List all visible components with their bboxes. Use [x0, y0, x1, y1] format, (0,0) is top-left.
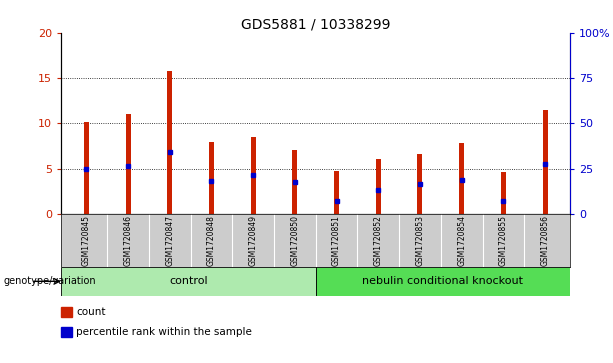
- Text: GSM1720850: GSM1720850: [291, 215, 299, 266]
- Text: nebulin conditional knockout: nebulin conditional knockout: [362, 276, 524, 286]
- Bar: [209, 143, 214, 214]
- Text: count: count: [76, 307, 105, 317]
- Text: GSM1720854: GSM1720854: [457, 215, 466, 266]
- Bar: [61, 267, 316, 296]
- Text: percentile rank within the sample: percentile rank within the sample: [76, 327, 252, 337]
- Bar: [251, 137, 256, 214]
- Bar: [167, 71, 172, 214]
- Text: control: control: [169, 276, 208, 286]
- Bar: [334, 171, 339, 214]
- Bar: [376, 159, 381, 214]
- Text: GSM1720853: GSM1720853: [416, 215, 424, 266]
- Text: GSM1720849: GSM1720849: [249, 215, 257, 266]
- Text: GSM1720848: GSM1720848: [207, 215, 216, 266]
- Bar: [417, 154, 422, 214]
- Title: GDS5881 / 10338299: GDS5881 / 10338299: [241, 17, 390, 32]
- Bar: [126, 114, 131, 214]
- Text: GSM1720851: GSM1720851: [332, 215, 341, 266]
- Bar: [459, 143, 464, 214]
- Text: genotype/variation: genotype/variation: [3, 276, 96, 286]
- Bar: [84, 122, 89, 214]
- Bar: [543, 110, 547, 214]
- Text: GSM1720855: GSM1720855: [499, 215, 508, 266]
- Text: GSM1720852: GSM1720852: [374, 215, 383, 266]
- Text: GSM1720856: GSM1720856: [541, 215, 550, 266]
- Bar: [316, 267, 570, 296]
- Text: GSM1720845: GSM1720845: [82, 215, 91, 266]
- Text: GSM1720847: GSM1720847: [166, 215, 174, 266]
- Bar: [292, 150, 297, 214]
- Text: GSM1720846: GSM1720846: [124, 215, 132, 266]
- Bar: [501, 172, 506, 214]
